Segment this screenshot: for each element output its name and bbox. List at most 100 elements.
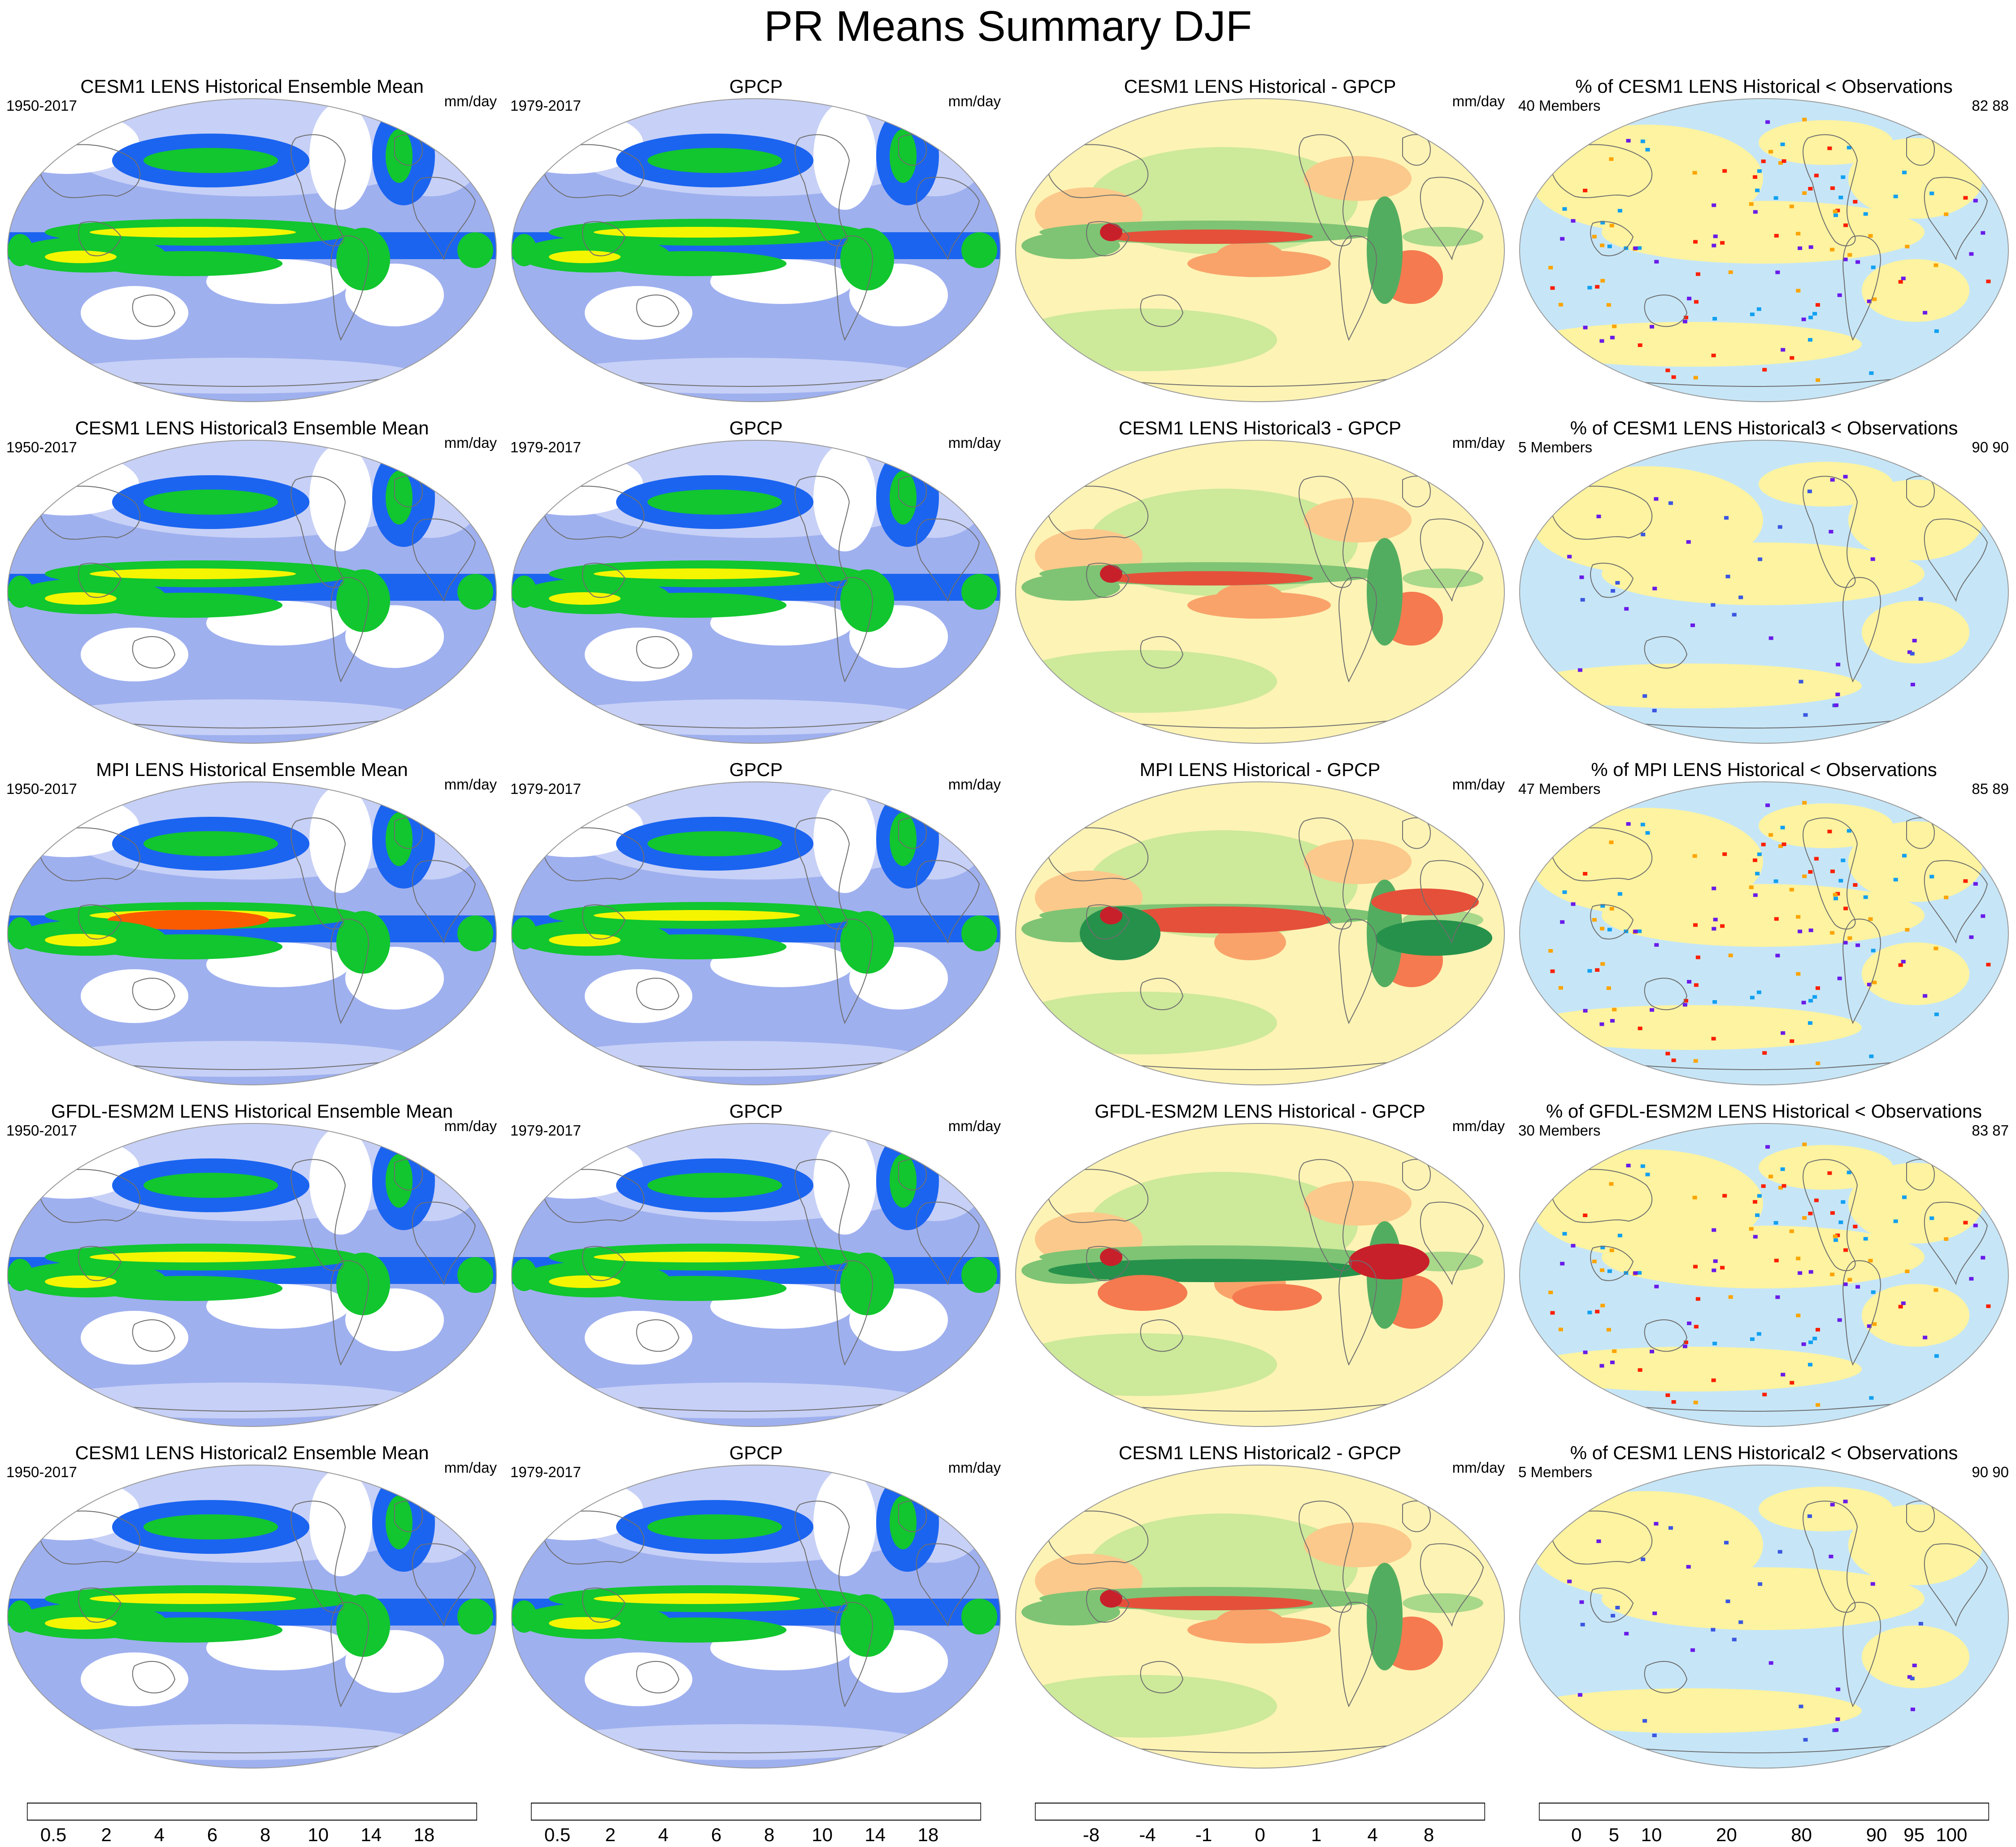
year-range: 1979-2017 (510, 780, 581, 797)
map-panel-obs-2: GPCP 1979-2017 mm/day (504, 417, 1008, 759)
units-label: mm/day (1452, 1118, 1505, 1134)
map-pct (1519, 1465, 2009, 1769)
member-count: 5 Members (1518, 439, 1593, 455)
colorbar-tick-label: 8 (260, 1824, 271, 1845)
map-pct (1519, 781, 2009, 1085)
map-pct (1519, 98, 2009, 402)
units-label: mm/day (948, 93, 1001, 109)
colorbar-tick-label: 95 (1903, 1824, 1925, 1845)
panel-title: MPI LENS Historical Ensemble Mean (96, 759, 408, 780)
colorbar-tick-label: 6 (711, 1824, 722, 1845)
map-panel-pct-1: % of CESM1 LENS Historical < Observation… (1512, 75, 2016, 417)
panel-title: GPCP (729, 417, 783, 438)
colorbar-tick-label: 100 (1936, 1824, 1968, 1845)
colorbar-percent: 0 5 10 20 80 90 95 100 (1539, 1802, 1989, 1847)
colorbar-precip-model: 0.5 2 4 6 8 10 14 18 (27, 1802, 477, 1847)
map-panel-pct-3: % of MPI LENS Historical < Observations 4… (1512, 759, 2016, 1100)
map-panel-obs-3: GPCP 1979-2017 mm/day (504, 759, 1008, 1100)
panel-title: % of GFDL-ESM2M LENS Historical < Observ… (1546, 1101, 1982, 1122)
member-count: 47 Members (1518, 780, 1601, 797)
colorbar-tick-label: 18 (413, 1824, 435, 1845)
colorbar-tick-label: 8 (1423, 1824, 1434, 1845)
member-count: 5 Members (1518, 1464, 1593, 1480)
units-label: mm/day (1452, 776, 1505, 793)
figure-title: PR Means Summary DJF (764, 2, 1252, 50)
map-model (7, 781, 497, 1085)
colorbar-tick-label: 10 (1641, 1824, 1662, 1845)
map-model (7, 98, 497, 402)
colorbar-strip (1539, 1803, 1989, 1821)
colorbar-tick-label: 20 (1716, 1824, 1737, 1845)
colorbar-strip (1035, 1803, 1485, 1821)
units-label: mm/day (948, 1118, 1001, 1134)
map-obs (511, 1465, 1001, 1769)
map-obs (511, 98, 1001, 402)
colorbar-tick-label: 90 (1866, 1824, 1887, 1845)
map-obs (511, 1123, 1001, 1427)
map-panel-model-3: MPI LENS Historical Ensemble Mean 1950-20… (0, 759, 504, 1100)
map-panel-diff-2: CESM1 LENS Historical3 - GPCP mm/day (1008, 417, 1512, 759)
member-count: 40 Members (1518, 97, 1601, 114)
year-range: 1950-2017 (6, 1122, 77, 1139)
units-label: mm/day (948, 1459, 1001, 1476)
year-range: 1979-2017 (510, 1464, 581, 1480)
panel-title: GFDL-ESM2M LENS Historical - GPCP (1095, 1101, 1425, 1122)
year-range: 1950-2017 (6, 1464, 77, 1480)
colorbar-tick-label: 4 (658, 1824, 669, 1845)
colorbar-tick-label: 0 (1571, 1824, 1582, 1845)
colorbar-tick-label: 6 (207, 1824, 218, 1845)
units-label: mm/day (444, 434, 497, 451)
units-label: mm/day (444, 1118, 497, 1134)
year-range: 1979-2017 (510, 97, 581, 114)
map-panel-pct-4: % of GFDL-ESM2M LENS Historical < Observ… (1512, 1100, 2016, 1442)
map-model (7, 1123, 497, 1427)
map-panel-model-2: CESM1 LENS Historical3 Ensemble Mean 1950… (0, 417, 504, 759)
map-panel-diff-4: GFDL-ESM2M LENS Historical - GPCP mm/day (1008, 1100, 1512, 1442)
units-label: mm/day (1452, 1459, 1505, 1476)
units-label: mm/day (444, 1459, 497, 1476)
units-label: mm/day (1452, 434, 1505, 451)
colorbar-tick-label: 1 (1311, 1824, 1322, 1845)
year-range: 1950-2017 (6, 439, 77, 455)
map-obs (511, 440, 1001, 744)
panel-title: CESM1 LENS Historical2 - GPCP (1118, 1442, 1402, 1463)
map-panel-obs-5: GPCP 1979-2017 mm/day (504, 1442, 1008, 1783)
colorbar-tick-label: 14 (865, 1824, 886, 1845)
units-label: mm/day (444, 776, 497, 793)
colorbar-tick-label: 2 (605, 1824, 616, 1845)
colorbar-tick-label: 0.5 (544, 1824, 571, 1845)
summary-stats: 90 90 (1972, 1464, 2009, 1480)
colorbar-tick-label: 0.5 (40, 1824, 67, 1845)
map-panel-model-4: GFDL-ESM2M LENS Historical Ensemble Mean… (0, 1100, 504, 1442)
map-panel-diff-1: CESM1 LENS Historical - GPCP mm/day (1008, 75, 1512, 417)
member-count: 30 Members (1518, 1122, 1601, 1139)
map-diff (1015, 1123, 1505, 1427)
panel-title: % of CESM1 LENS Historical2 < Observatio… (1570, 1442, 1958, 1463)
panel-title: % of CESM1 LENS Historical3 < Observatio… (1570, 417, 1958, 438)
colorbar-tick-label: 4 (154, 1824, 165, 1845)
map-pct (1519, 1123, 2009, 1427)
year-range: 1950-2017 (6, 97, 77, 114)
map-pct (1519, 440, 2009, 744)
colorbar-tick-label: 4 (1367, 1824, 1378, 1845)
map-panel-model-5: CESM1 LENS Historical2 Ensemble Mean 1950… (0, 1442, 504, 1783)
panel-title: GPCP (729, 1442, 783, 1463)
units-label: mm/day (948, 434, 1001, 451)
map-panel-diff-3: MPI LENS Historical - GPCP mm/day (1008, 759, 1512, 1100)
colorbar-tick-label: -8 (1082, 1824, 1100, 1845)
map-model (7, 1465, 497, 1769)
panel-title: GFDL-ESM2M LENS Historical Ensemble Mean (51, 1101, 453, 1122)
map-model (7, 440, 497, 744)
colorbar-tick-label: 5 (1608, 1824, 1620, 1845)
colorbar-tick-label: 8 (764, 1824, 775, 1845)
colorbar-tick-label: 14 (361, 1824, 382, 1845)
panel-title: GPCP (729, 76, 783, 97)
panel-title: % of MPI LENS Historical < Observations (1591, 759, 1937, 780)
panel-title: GPCP (729, 1101, 783, 1122)
map-panel-diff-5: CESM1 LENS Historical2 - GPCP mm/day (1008, 1442, 1512, 1783)
map-panel-pct-5: % of CESM1 LENS Historical2 < Observatio… (1512, 1442, 2016, 1783)
colorbar-tick-label: 80 (1791, 1824, 1812, 1845)
year-range: 1950-2017 (6, 780, 77, 797)
map-obs (511, 781, 1001, 1085)
year-range: 1979-2017 (510, 1122, 581, 1139)
